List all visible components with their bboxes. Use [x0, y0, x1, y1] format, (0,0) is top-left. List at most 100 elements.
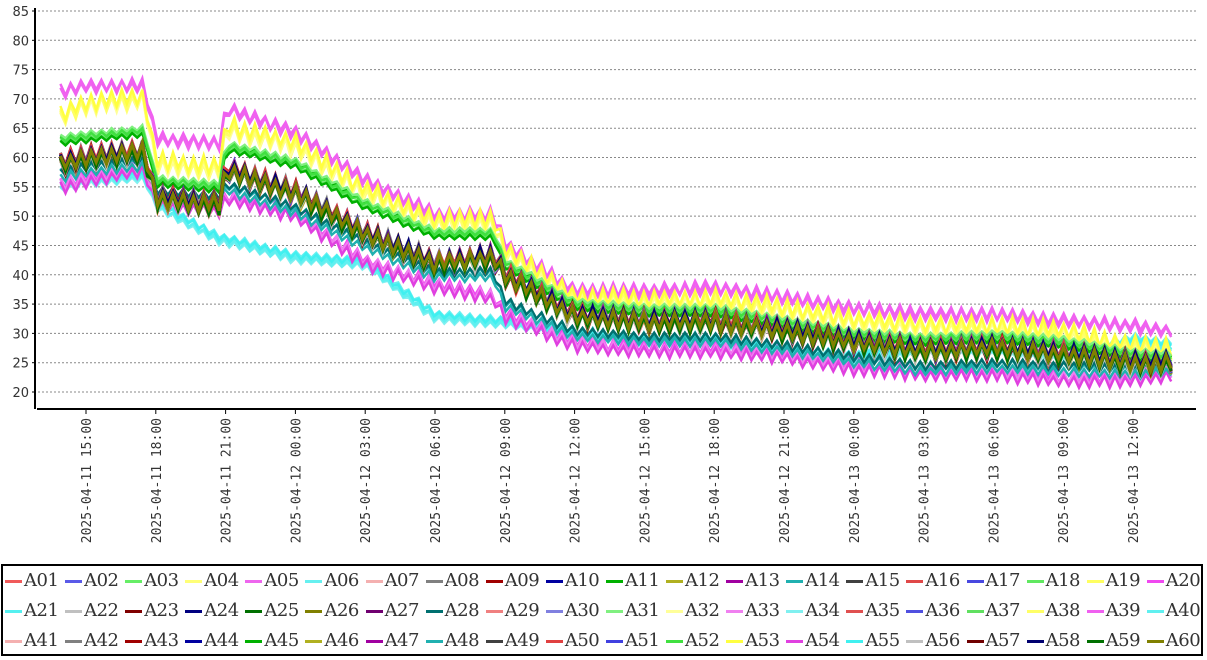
legend-item[interactable]: A30 [545, 598, 606, 624]
legend-item[interactable]: A36 [906, 598, 966, 624]
legend-item[interactable]: A27 [365, 598, 426, 624]
legend-item[interactable]: A02 [65, 568, 125, 594]
legend-item[interactable]: A07 [365, 568, 426, 594]
legend-item[interactable]: A42 [65, 628, 125, 654]
legend-item[interactable]: A57 [966, 628, 1027, 654]
series-line-A31 [59, 122, 1173, 357]
legend-swatch [726, 639, 744, 643]
legend-swatch [185, 609, 203, 613]
legend-swatch [726, 579, 744, 583]
legend-swatch [666, 639, 684, 643]
legend-item[interactable]: A58 [1026, 628, 1087, 654]
legend-item[interactable]: A59 [1086, 628, 1147, 654]
legend-item[interactable]: A08 [425, 568, 486, 594]
legend-label: A53 [745, 630, 780, 651]
legend-item[interactable]: A54 [786, 628, 846, 654]
y-tick-label: 75 [12, 64, 29, 79]
legend-item[interactable]: A25 [245, 598, 305, 624]
legend-item[interactable]: A31 [605, 598, 666, 624]
legend-label: A03 [144, 570, 179, 591]
series-line-A52 [59, 125, 1173, 360]
legend-item[interactable]: A55 [846, 628, 906, 654]
legend-swatch [966, 609, 984, 613]
legend-item[interactable]: A22 [65, 598, 125, 624]
legend-item[interactable]: A37 [966, 598, 1027, 624]
legend-label: A51 [624, 630, 660, 651]
x-tick-label: 2025-04-11 18:00 [150, 418, 165, 543]
legend-item[interactable]: A32 [666, 598, 726, 624]
legend-item[interactable]: A15 [846, 568, 906, 594]
legend-item[interactable]: A17 [966, 568, 1027, 594]
legend-item[interactable]: A50 [545, 628, 606, 654]
legend-item[interactable]: A01 [5, 568, 65, 594]
legend-item[interactable]: A48 [425, 628, 486, 654]
legend-swatch [305, 639, 323, 643]
legend-item[interactable]: A12 [666, 568, 726, 594]
y-tick-label: 35 [12, 298, 29, 313]
y-tick-label: 80 [12, 34, 29, 49]
legend-item[interactable]: A51 [605, 628, 666, 654]
legend-item[interactable]: A11 [605, 568, 666, 594]
legend-label: A22 [84, 600, 119, 621]
legend-item[interactable]: A46 [305, 628, 365, 654]
legend-item[interactable]: A05 [245, 568, 305, 594]
legend-swatch [1146, 639, 1164, 643]
legend-swatch [1026, 609, 1044, 613]
legend-item[interactable]: A34 [786, 598, 846, 624]
legend-item[interactable]: A56 [906, 628, 966, 654]
legend-label: A55 [865, 630, 900, 651]
legend-item[interactable]: A16 [906, 568, 966, 594]
legend-item[interactable]: A21 [5, 598, 65, 624]
legend-swatch [666, 579, 684, 583]
legend-swatch [906, 579, 924, 583]
legend-swatch [65, 639, 83, 643]
legend-item[interactable]: A06 [305, 568, 365, 594]
legend-item[interactable]: A41 [5, 628, 65, 654]
legend-item[interactable]: A53 [726, 628, 786, 654]
x-tick-label: 2025-04-12 15:00 [638, 418, 653, 543]
legend-item[interactable]: A23 [125, 598, 185, 624]
legend-item[interactable]: A47 [365, 628, 426, 654]
legend-item[interactable]: A03 [125, 568, 185, 594]
legend-swatch [545, 609, 563, 613]
legend-item[interactable]: A19 [1086, 568, 1147, 594]
legend-item[interactable]: A26 [305, 598, 365, 624]
legend-item[interactable]: A28 [425, 598, 486, 624]
legend-item[interactable]: A44 [185, 628, 245, 654]
y-tick-label: 60 [12, 152, 29, 167]
legend-item[interactable]: A24 [185, 598, 245, 624]
legend-item[interactable]: A60 [1146, 628, 1207, 654]
legend-label: A18 [1045, 570, 1081, 591]
legend-item[interactable]: A35 [846, 598, 906, 624]
legend-item[interactable]: A04 [185, 568, 245, 594]
legend-swatch [365, 609, 383, 613]
legend-item[interactable]: A38 [1026, 598, 1087, 624]
legend-item[interactable]: A18 [1026, 568, 1087, 594]
legend-item[interactable]: A10 [545, 568, 606, 594]
legend-item[interactable]: A49 [485, 628, 546, 654]
x-tick-label: 2025-04-12 09:00 [499, 418, 514, 543]
legend-label: A14 [805, 570, 840, 591]
legend-item[interactable]: A52 [666, 628, 726, 654]
legend-label: A60 [1165, 630, 1201, 651]
legend-swatch [305, 609, 323, 613]
legend-label: A01 [24, 570, 59, 591]
legend-item[interactable]: A45 [245, 628, 305, 654]
legend-item[interactable]: A39 [1086, 598, 1147, 624]
y-tick-label: 40 [12, 269, 29, 284]
legend-item[interactable]: A09 [485, 568, 546, 594]
legend-item[interactable]: A29 [485, 598, 546, 624]
legend-label: A45 [264, 630, 299, 651]
legend-item[interactable]: A13 [726, 568, 786, 594]
legend-item[interactable]: A14 [786, 568, 846, 594]
legend-swatch [605, 579, 623, 583]
legend-label: A12 [685, 570, 720, 591]
legend-swatch [846, 609, 864, 613]
legend-item[interactable]: A33 [726, 598, 786, 624]
legend-swatch [1026, 579, 1044, 583]
legend-item[interactable]: A40 [1146, 598, 1207, 624]
legend-item[interactable]: A20 [1146, 568, 1207, 594]
legend-item[interactable]: A43 [125, 628, 185, 654]
legend-label: A16 [925, 570, 960, 591]
legend-swatch [245, 639, 263, 643]
